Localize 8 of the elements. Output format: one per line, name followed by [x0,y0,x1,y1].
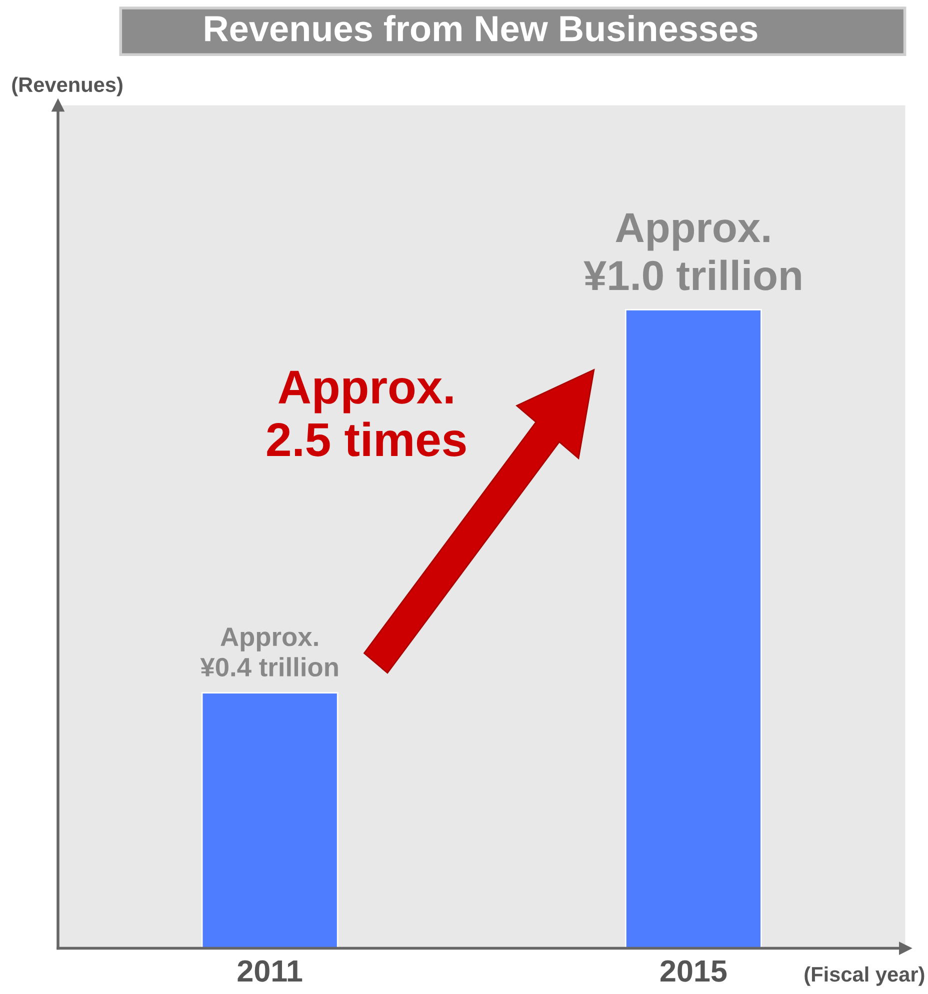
x-axis-title: (Fiscal year) [804,966,924,986]
chart-title: Revenues from New Businesses [205,14,758,42]
data-label: Approx. ¥1.0 trillion [584,213,801,290]
x-tick-label: 2011 [238,960,302,982]
y-axis-title: (Revenues) [12,76,122,96]
x-tick-label: 2015 [660,960,727,982]
data-label: Approx. ¥0.4 trillion [200,628,338,677]
annotation: Approx. 2.5 times [267,370,466,456]
